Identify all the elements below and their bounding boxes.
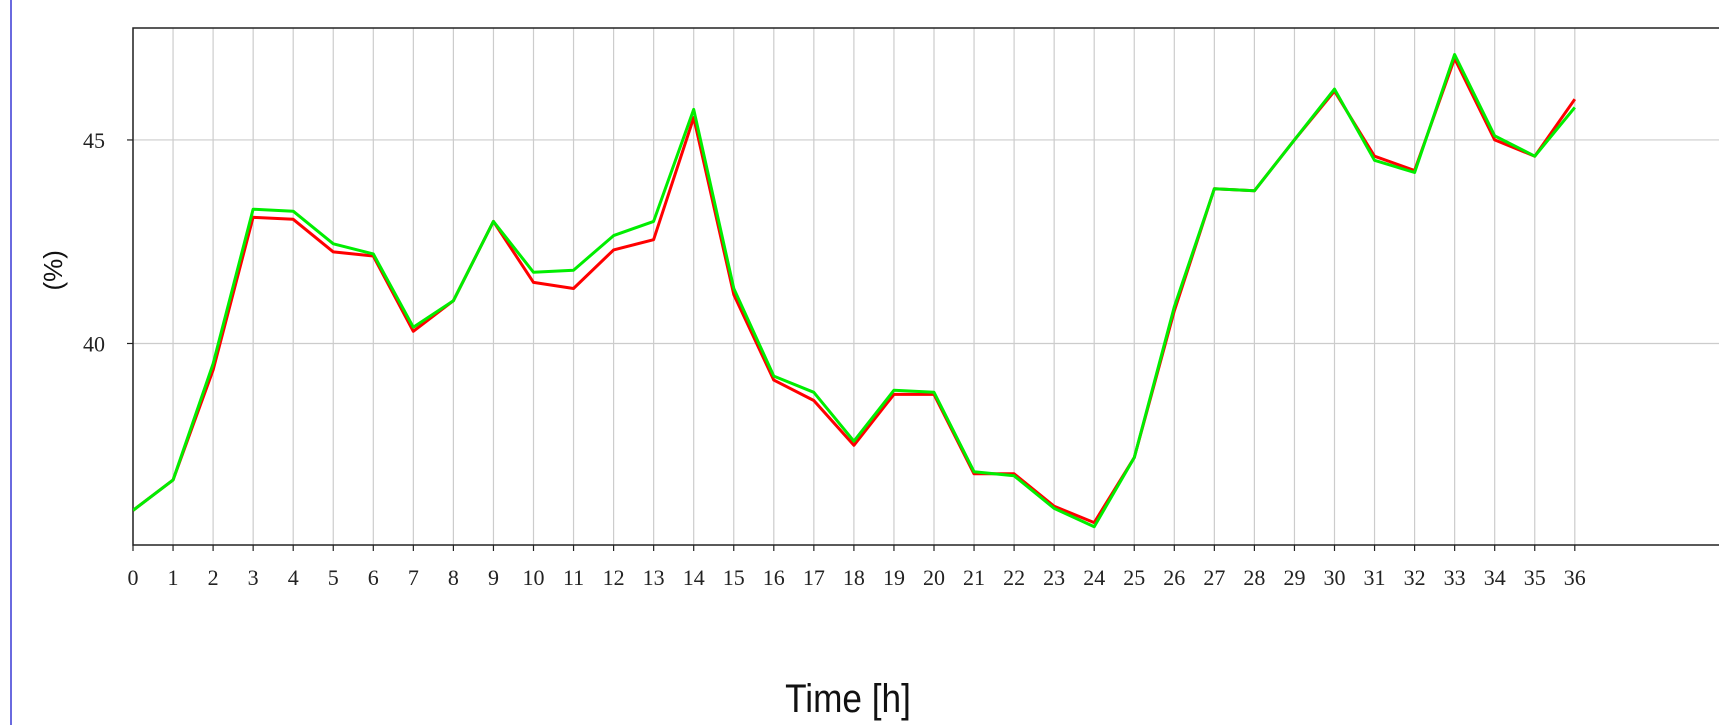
x-tick-label: 8 bbox=[448, 565, 459, 590]
x-tick-label: 24 bbox=[1083, 565, 1105, 590]
x-tick-label: 28 bbox=[1243, 565, 1265, 590]
x-tick-label: 5 bbox=[328, 565, 339, 590]
x-tick-label: 1 bbox=[168, 565, 179, 590]
x-tick-label: 27 bbox=[1203, 565, 1225, 590]
x-tick-label: 9 bbox=[488, 565, 499, 590]
x-tick-label: 12 bbox=[603, 565, 625, 590]
x-tick-label: 3 bbox=[248, 565, 259, 590]
y-tick-label: 45 bbox=[83, 128, 105, 153]
series-group bbox=[133, 53, 1577, 529]
x-tick-label: 17 bbox=[803, 565, 825, 590]
x-tick-label: 14 bbox=[683, 565, 705, 590]
series-line-2 bbox=[133, 53, 1576, 529]
x-tick-label: 4 bbox=[288, 565, 299, 590]
x-tick-label: 31 bbox=[1364, 565, 1386, 590]
x-tick-label: 25 bbox=[1123, 565, 1145, 590]
x-tick-label: 35 bbox=[1524, 565, 1546, 590]
x-tick-label: 11 bbox=[563, 565, 584, 590]
y-axis-ticks: 40 45 bbox=[83, 128, 133, 356]
x-tick-label: 20 bbox=[923, 565, 945, 590]
x-tick-label: 0 bbox=[128, 565, 139, 590]
x-tick-label: 32 bbox=[1404, 565, 1426, 590]
x-axis-title: Time [h] bbox=[785, 676, 911, 721]
grid bbox=[132, 28, 1719, 545]
x-tick-label: 26 bbox=[1163, 565, 1185, 590]
x-tick-label: 34 bbox=[1484, 565, 1506, 590]
x-tick-label: 13 bbox=[643, 565, 665, 590]
x-tick-label: 33 bbox=[1444, 565, 1466, 590]
y-tick-label: 40 bbox=[83, 331, 105, 356]
x-tick-label: 15 bbox=[723, 565, 745, 590]
x-tick-label: 29 bbox=[1283, 565, 1305, 590]
x-tick-label: 36 bbox=[1564, 565, 1586, 590]
x-tick-label: 30 bbox=[1324, 565, 1346, 590]
y-axis-title: (%) bbox=[38, 250, 68, 290]
x-tick-label: 16 bbox=[763, 565, 785, 590]
x-tick-label: 7 bbox=[408, 565, 419, 590]
x-tick-label: 22 bbox=[1003, 565, 1025, 590]
x-tick-label: 19 bbox=[883, 565, 905, 590]
plot-frame bbox=[132, 27, 1719, 546]
x-axis-ticks: 0 1 2 3 4 5 6 7 8 9 10 11 12 13 14 15 16 17 18 19 20 21 22 23 24… bbox=[128, 545, 1586, 590]
page-left-border bbox=[10, 0, 12, 725]
x-tick-label: 21 bbox=[963, 565, 985, 590]
x-tick-label: 23 bbox=[1043, 565, 1065, 590]
x-tick-label: 2 bbox=[208, 565, 219, 590]
x-tick-label: 18 bbox=[843, 565, 865, 590]
x-tick-label: 6 bbox=[368, 565, 379, 590]
x-tick-label: 10 bbox=[523, 565, 545, 590]
